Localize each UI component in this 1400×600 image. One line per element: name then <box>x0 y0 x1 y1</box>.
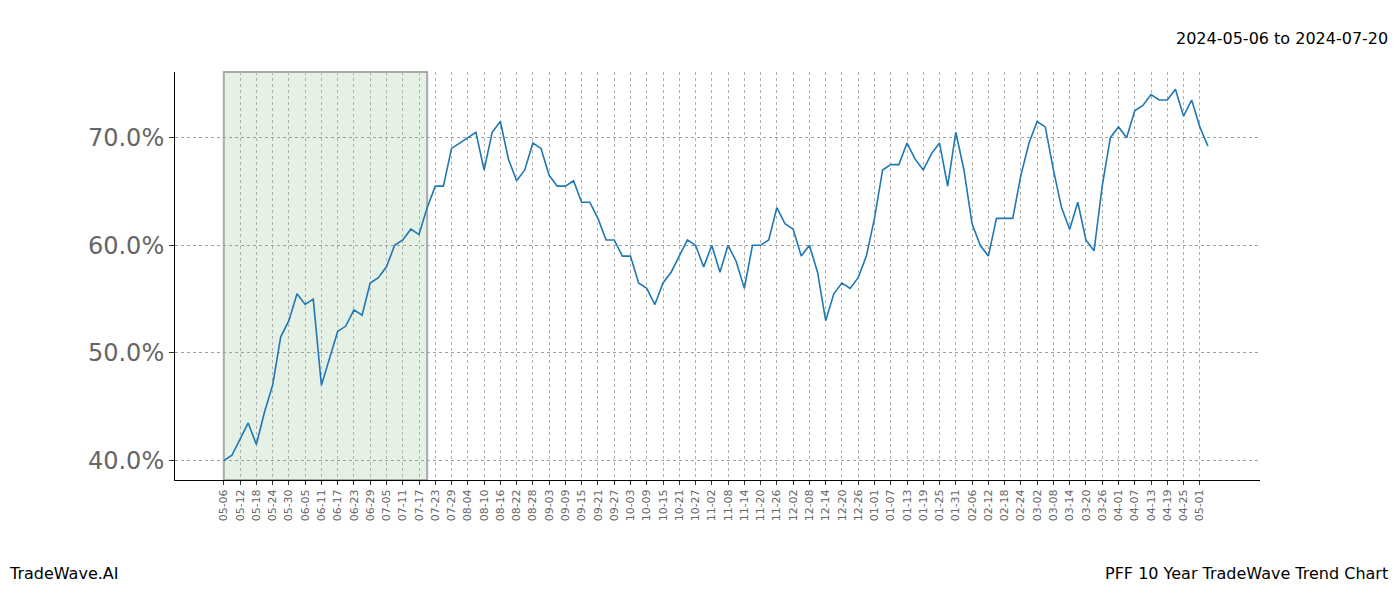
svg-text:12-20: 12-20 <box>836 489 849 521</box>
svg-text:01-13: 01-13 <box>901 489 914 521</box>
svg-text:10-21: 10-21 <box>673 489 686 521</box>
svg-text:12-14: 12-14 <box>819 489 832 521</box>
svg-text:09-27: 09-27 <box>608 489 621 521</box>
svg-text:05-06: 05-06 <box>217 489 230 521</box>
svg-text:60.0%: 60.0% <box>88 232 164 260</box>
svg-text:10-03: 10-03 <box>624 489 637 521</box>
svg-text:TradeWave.AI: TradeWave.AI <box>9 564 118 583</box>
svg-text:07-29: 07-29 <box>445 489 458 521</box>
svg-text:11-02: 11-02 <box>705 489 718 521</box>
svg-text:09-09: 09-09 <box>559 489 572 521</box>
svg-text:10-09: 10-09 <box>640 489 653 521</box>
svg-text:50.0%: 50.0% <box>88 339 164 367</box>
svg-text:12-02: 12-02 <box>787 489 800 521</box>
svg-text:11-20: 11-20 <box>754 489 767 521</box>
svg-text:09-21: 09-21 <box>592 489 605 521</box>
svg-text:06-17: 06-17 <box>331 489 344 521</box>
svg-text:06-23: 06-23 <box>348 489 361 521</box>
svg-text:06-05: 06-05 <box>299 489 312 521</box>
svg-text:05-18: 05-18 <box>250 489 263 521</box>
svg-text:04-01: 04-01 <box>1112 489 1125 521</box>
svg-text:04-25: 04-25 <box>1177 489 1190 521</box>
svg-text:07-11: 07-11 <box>396 489 409 521</box>
svg-text:06-11: 06-11 <box>315 489 328 521</box>
svg-text:08-10: 08-10 <box>478 489 491 521</box>
svg-text:11-08: 11-08 <box>722 489 735 521</box>
svg-text:05-30: 05-30 <box>282 489 295 521</box>
svg-text:PFF 10 Year TradeWave Trend Ch: PFF 10 Year TradeWave Trend Chart <box>1105 564 1388 583</box>
svg-text:01-07: 01-07 <box>884 489 897 521</box>
svg-text:04-13: 04-13 <box>1145 489 1158 521</box>
svg-text:10-15: 10-15 <box>657 489 670 521</box>
svg-text:07-23: 07-23 <box>429 489 442 521</box>
svg-text:08-28: 08-28 <box>526 489 539 521</box>
svg-text:06-29: 06-29 <box>364 489 377 521</box>
svg-text:08-16: 08-16 <box>494 489 507 521</box>
svg-text:70.0%: 70.0% <box>88 124 164 152</box>
svg-text:08-22: 08-22 <box>510 489 523 521</box>
svg-text:01-31: 01-31 <box>949 489 962 521</box>
svg-text:03-02: 03-02 <box>1031 489 1044 521</box>
svg-text:05-01: 05-01 <box>1193 489 1206 521</box>
svg-text:07-05: 07-05 <box>380 489 393 521</box>
svg-text:01-19: 01-19 <box>917 489 930 521</box>
svg-text:03-14: 03-14 <box>1063 489 1076 521</box>
svg-text:11-26: 11-26 <box>770 489 783 521</box>
svg-text:04-19: 04-19 <box>1161 489 1174 521</box>
svg-text:02-12: 02-12 <box>982 489 995 521</box>
svg-text:01-25: 01-25 <box>933 489 946 521</box>
svg-text:03-20: 03-20 <box>1080 489 1093 521</box>
svg-text:02-18: 02-18 <box>998 489 1011 521</box>
svg-text:40.0%: 40.0% <box>88 447 164 475</box>
svg-text:07-17: 07-17 <box>413 489 426 521</box>
svg-text:12-08: 12-08 <box>803 489 816 521</box>
svg-text:11-14: 11-14 <box>738 489 751 521</box>
svg-text:12-26: 12-26 <box>852 489 865 521</box>
svg-text:04-07: 04-07 <box>1128 489 1141 521</box>
svg-text:05-24: 05-24 <box>266 489 279 521</box>
svg-text:08-04: 08-04 <box>461 489 474 521</box>
svg-text:09-03: 09-03 <box>543 489 556 521</box>
svg-text:09-15: 09-15 <box>575 489 588 521</box>
svg-text:03-26: 03-26 <box>1096 489 1109 521</box>
svg-text:2024-05-06 to 2024-07-20: 2024-05-06 to 2024-07-20 <box>1176 29 1388 48</box>
svg-text:10-27: 10-27 <box>689 489 702 521</box>
svg-text:02-24: 02-24 <box>1014 489 1027 521</box>
svg-text:05-12: 05-12 <box>234 489 247 521</box>
svg-text:01-01: 01-01 <box>868 489 881 521</box>
svg-text:02-06: 02-06 <box>966 489 979 521</box>
svg-text:03-08: 03-08 <box>1047 489 1060 521</box>
